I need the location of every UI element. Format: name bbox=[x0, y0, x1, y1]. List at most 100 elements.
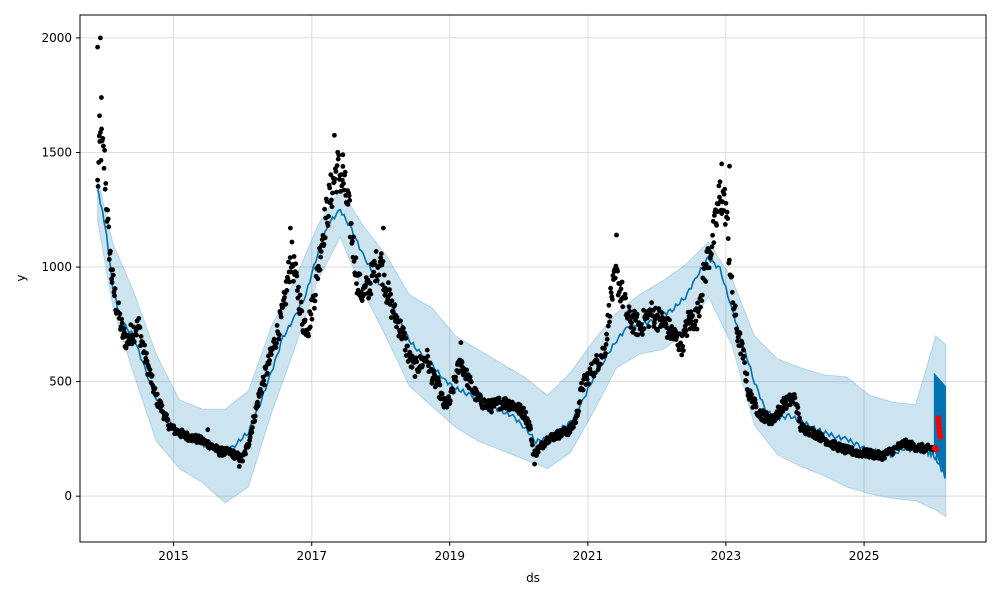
observed-point bbox=[298, 299, 304, 305]
observed-point bbox=[284, 288, 290, 293]
observed-point bbox=[703, 279, 709, 284]
observed-point bbox=[297, 292, 303, 298]
observed-point bbox=[255, 403, 261, 409]
observed-point bbox=[289, 239, 295, 245]
observed-point bbox=[608, 290, 614, 295]
observed-point bbox=[696, 313, 702, 319]
observed-point bbox=[246, 442, 252, 447]
observed-point bbox=[341, 181, 346, 187]
observed-point bbox=[312, 298, 318, 304]
observed-point bbox=[112, 293, 117, 299]
observed-point bbox=[714, 222, 719, 228]
observed-point bbox=[359, 298, 365, 303]
y-tick-label: 500 bbox=[49, 375, 72, 389]
observed-point bbox=[735, 338, 740, 344]
observed-point bbox=[690, 313, 695, 318]
observed-point bbox=[95, 177, 100, 183]
observed-point bbox=[399, 336, 405, 342]
highlight-point bbox=[936, 424, 943, 431]
observed-point bbox=[447, 398, 453, 404]
observed-point bbox=[291, 254, 297, 259]
observed-point bbox=[641, 307, 646, 313]
observed-point bbox=[354, 281, 359, 286]
observed-point bbox=[652, 320, 657, 326]
observed-point bbox=[372, 262, 378, 267]
observed-point bbox=[716, 183, 722, 189]
observed-point bbox=[274, 323, 280, 328]
observed-point bbox=[890, 450, 896, 456]
observed-point bbox=[308, 311, 314, 317]
observed-point bbox=[121, 326, 127, 332]
x-tick-label: 2025 bbox=[849, 549, 880, 563]
observed-point bbox=[610, 297, 615, 302]
observed-point bbox=[692, 322, 698, 328]
y-axis-label: y bbox=[14, 274, 28, 281]
observed-point bbox=[681, 348, 686, 353]
observed-point bbox=[604, 336, 610, 342]
observed-point bbox=[389, 298, 395, 304]
observed-point bbox=[437, 382, 443, 388]
observed-point bbox=[357, 271, 363, 277]
observed-point bbox=[394, 324, 399, 330]
observed-point bbox=[689, 319, 694, 324]
observed-point bbox=[287, 255, 293, 260]
observed-point bbox=[717, 179, 723, 185]
observed-point bbox=[283, 301, 289, 307]
observed-point bbox=[322, 235, 328, 241]
observed-point bbox=[626, 304, 632, 310]
observed-point bbox=[571, 424, 576, 430]
observed-point bbox=[468, 379, 474, 385]
observed-point bbox=[388, 291, 394, 297]
observed-point bbox=[288, 225, 293, 231]
observed-point bbox=[725, 216, 731, 222]
observed-point bbox=[634, 311, 640, 317]
observed-point bbox=[322, 206, 327, 212]
observed-point bbox=[335, 156, 341, 162]
observed-point bbox=[458, 340, 464, 346]
observed-point bbox=[350, 238, 355, 244]
observed-point bbox=[699, 298, 705, 304]
observed-point bbox=[333, 169, 339, 174]
observed-point bbox=[580, 387, 586, 393]
observed-point bbox=[530, 442, 535, 448]
observed-point bbox=[517, 402, 523, 408]
observed-point bbox=[635, 332, 641, 338]
observed-point bbox=[371, 269, 377, 275]
observed-point bbox=[159, 403, 165, 408]
observed-point bbox=[293, 261, 299, 267]
observed-point bbox=[680, 343, 686, 349]
observed-point bbox=[367, 281, 373, 286]
observed-point bbox=[299, 308, 305, 314]
observed-point bbox=[409, 364, 415, 370]
observed-point bbox=[252, 413, 258, 419]
observed-point bbox=[261, 378, 267, 384]
observed-point bbox=[97, 113, 102, 119]
observed-point bbox=[608, 285, 613, 291]
observed-point bbox=[369, 273, 375, 279]
observed-point bbox=[752, 397, 758, 403]
observed-point bbox=[374, 277, 380, 283]
observed-point bbox=[347, 198, 353, 203]
observed-point bbox=[332, 176, 338, 182]
observed-point bbox=[835, 448, 841, 454]
observed-point bbox=[424, 347, 430, 353]
observed-point bbox=[109, 280, 115, 285]
observed-point bbox=[321, 241, 327, 247]
observed-point bbox=[99, 126, 104, 132]
x-axis-ticks: 2015 2017 2019 2021 2023 2025 bbox=[158, 542, 879, 563]
observed-point bbox=[142, 342, 148, 348]
observed-point bbox=[709, 244, 715, 250]
observed-point bbox=[264, 370, 270, 376]
observed-point bbox=[464, 367, 470, 373]
observed-point bbox=[307, 324, 313, 330]
observed-point bbox=[631, 326, 637, 332]
observed-point bbox=[378, 255, 384, 261]
observed-point bbox=[457, 368, 463, 374]
observed-point bbox=[131, 324, 137, 330]
observed-point bbox=[340, 164, 346, 169]
observed-point bbox=[521, 405, 526, 411]
observed-point bbox=[116, 300, 122, 306]
observed-point bbox=[710, 232, 715, 238]
observed-point bbox=[313, 292, 318, 298]
observed-point bbox=[280, 304, 286, 310]
